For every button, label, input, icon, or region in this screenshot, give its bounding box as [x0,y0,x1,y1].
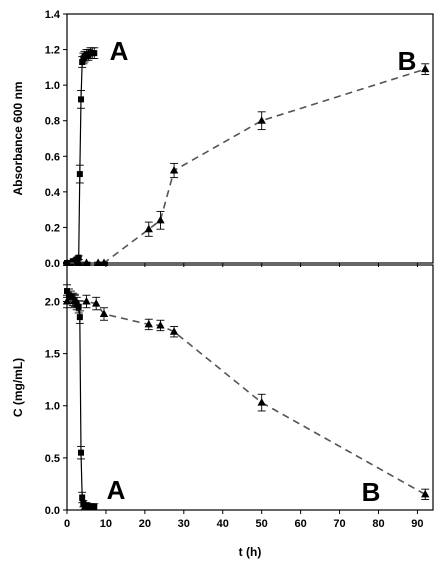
x-tick-label: 70 [333,518,345,530]
x-tick-label: 50 [256,518,268,530]
triangle-marker [70,295,79,304]
x-tick-label: 90 [411,518,423,530]
x-tick-label: 60 [294,518,306,530]
triangle-marker [82,296,91,305]
triangle-marker [169,166,179,174]
triangle-marker [62,258,72,266]
x-tick-label: 80 [372,518,384,530]
triangle-marker [156,215,165,224]
y-tick-label: 0.0 [45,258,60,270]
y-tick-label: 1.5 [45,349,60,361]
series-b-line [67,68,426,264]
square-marker [91,503,98,510]
triangle-marker [169,327,179,335]
triangle-marker [257,398,266,406]
triangle-marker [257,116,266,124]
square-marker [73,300,80,307]
y-tick-label: 1.0 [45,80,60,92]
triangle-marker [144,319,153,328]
triangle-marker [74,258,83,266]
triangle-marker [92,299,101,307]
triangle-marker [62,296,72,305]
y-tick-label: 0.4 [45,187,61,199]
y-axis-title: C (mg/mL) [11,358,25,417]
square-marker [79,494,86,501]
annotation-label: A [110,36,129,66]
absorbance-panel: 0.0 0.2 0.4 0.6 0.8 1.0 1.2 1.4 Absorbance 600 n… [11,9,434,270]
y-tick-label: 1.0 [45,401,60,413]
concentration-panel: 0.0 0.5 1.0 1.5 2.0 0 10 20 30 40 50 60 70 80 90 C (mg/… [11,264,434,559]
square-marker [76,171,83,178]
x-tick-label: 10 [100,518,112,530]
triangle-marker [156,320,165,329]
y-tick-label: 0.0 [45,505,60,517]
annotation-label: B [398,46,417,76]
x-tick-label: 30 [178,518,190,530]
triangle-marker [421,64,430,73]
triangle-marker [99,309,109,317]
triangle-marker [144,224,153,233]
y-tick-label: 0.8 [45,116,60,128]
x-tick-label: 20 [139,518,151,530]
y-tick-label: 0.2 [45,222,60,234]
y-tick-label: 1.4 [45,9,61,21]
annotation-label: B [362,477,381,507]
y-tick-label: 2.0 [45,296,60,308]
series-a-line [67,52,95,264]
square-marker [75,254,82,261]
plot-frame [66,264,434,511]
triangle-marker [82,258,91,266]
y-tick-label: 0.5 [45,453,60,465]
square-marker [78,96,85,103]
y-axis-title: Absorbance 600 nm [11,81,25,195]
series-b-line [66,299,426,496]
square-marker [91,50,98,57]
square-marker [78,449,85,456]
x-tick-label: 0 [64,518,70,530]
y-tick-label: 0.6 [45,151,60,163]
annotation-label: A [107,475,126,505]
x-axis-title: t (h) [239,545,262,559]
y-tick-label: 1.2 [45,45,60,57]
plot-frame [66,13,434,264]
square-marker [76,314,83,321]
x-tick-label: 40 [217,518,229,530]
triangle-marker [99,258,109,266]
triangle-marker [421,489,430,498]
